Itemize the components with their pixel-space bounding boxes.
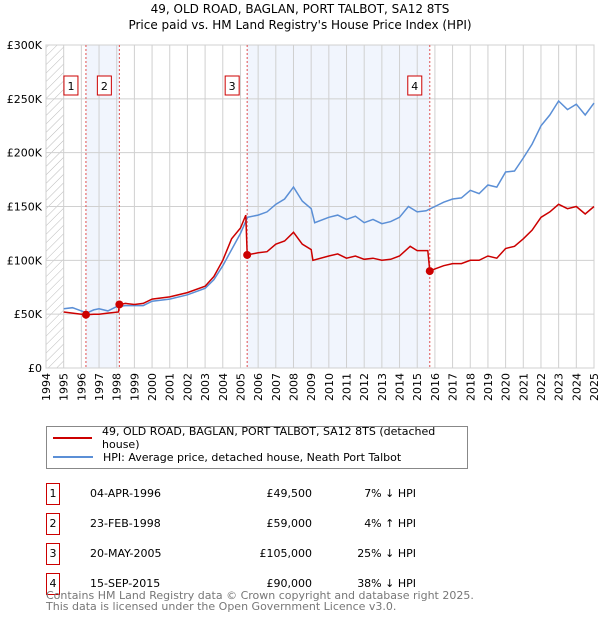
- sale-price: £90,000: [266, 577, 313, 590]
- x-tick-label: 2018: [464, 373, 477, 401]
- chart-title: 49, OLD ROAD, BAGLAN, PORT TALBOT, SA12 …: [150, 2, 450, 16]
- x-tick-label: 1994: [40, 373, 53, 401]
- sale-point: [243, 250, 252, 259]
- legend-item-property: 49, OLD ROAD, BAGLAN, PORT TALBOT, SA12 …: [53, 425, 467, 451]
- sale-hpi-diff: 25% ↓ HPI: [357, 547, 416, 560]
- y-tick-label: £150K: [7, 201, 43, 214]
- sale-date: 15-SEP-2015: [90, 577, 161, 590]
- legend-label-property: 49, OLD ROAD, BAGLAN, PORT TALBOT, SA12 …: [102, 425, 436, 451]
- x-tick-label: 2011: [341, 373, 354, 401]
- y-tick-label: £0: [28, 362, 42, 375]
- table-row: 2 23-FEB-1998 £59,000 4% ↑ HPI: [46, 513, 466, 535]
- sale-price: £105,000: [259, 547, 313, 560]
- x-tick-label: 2025: [588, 373, 600, 401]
- table-row: 3 20-MAY-2005 £105,000 25% ↓ HPI: [46, 543, 466, 565]
- sale-marker-number: 4: [46, 573, 60, 595]
- sale-date: 23-FEB-1998: [90, 517, 161, 530]
- sale-hpi-diff: 4% ↑ HPI: [364, 517, 416, 530]
- table-row: 4 15-SEP-2015 £90,000 38% ↓ HPI: [46, 573, 466, 595]
- x-tick-label: 2003: [199, 373, 212, 401]
- sale-point: [115, 300, 124, 309]
- x-tick-label: 2015: [411, 373, 424, 401]
- x-tick-label: 2013: [376, 373, 389, 401]
- x-tick-label: 2022: [535, 373, 548, 401]
- footer-copyright: Contains HM Land Registry data © Crown c…: [46, 589, 474, 602]
- sale-hpi-diff: 7% ↓ HPI: [364, 487, 416, 500]
- y-tick-label: £100K: [7, 254, 43, 267]
- y-tick-label: £250K: [7, 93, 43, 106]
- x-tick-label: 1995: [58, 373, 71, 401]
- sale-label-number: 2: [101, 80, 108, 93]
- y-tick-label: £300K: [7, 39, 43, 52]
- x-tick-label: 2012: [358, 373, 371, 401]
- x-tick-label: 2020: [500, 373, 513, 401]
- x-tick-label: 2017: [447, 373, 460, 401]
- sale-label-number: 4: [411, 80, 418, 93]
- price-chart: 1994 1995 1996 1997 1998 1999 2000 2001 2002 2003…: [7, 39, 600, 401]
- sale-label-number: 1: [67, 80, 74, 93]
- sale-date: 04-APR-1996: [90, 487, 162, 500]
- x-tick-label: 1999: [128, 373, 141, 401]
- table-row: 1 04-APR-1996 £49,500 7% ↓ HPI: [46, 483, 466, 505]
- x-tick-label: 2002: [181, 373, 194, 401]
- legend-label-hpi: HPI: Average price, detached house, Neat…: [103, 450, 402, 464]
- sale-marker-number: 1: [46, 483, 60, 505]
- x-tick-label: 2016: [429, 373, 442, 401]
- x-tick-label: 2021: [517, 373, 530, 401]
- sale-price: £59,000: [266, 517, 313, 530]
- sale-label-number: 3: [229, 80, 236, 93]
- property-series-line: [63, 203, 595, 316]
- sale-label-box: [63, 75, 79, 96]
- x-tick-label: 2007: [270, 373, 283, 401]
- blue-line-swatch: [53, 456, 93, 458]
- x-tick-label: 2023: [553, 373, 566, 401]
- x-tick-label: 1998: [111, 373, 124, 401]
- x-tick-label: 1996: [75, 373, 88, 401]
- sale-point: [425, 267, 434, 276]
- x-tick-label: 2008: [287, 373, 300, 401]
- sale-date: 20-MAY-2005: [90, 547, 162, 560]
- chart-subtitle: Price paid vs. HM Land Registry's House …: [128, 18, 472, 32]
- x-tick-label: 2019: [482, 373, 495, 401]
- x-tick-label: 2014: [394, 373, 407, 401]
- x-tick-label: 1997: [93, 373, 106, 401]
- x-tick-label: 2009: [305, 373, 318, 401]
- red-line-swatch: [53, 437, 93, 439]
- x-tick-label: 2010: [323, 373, 336, 401]
- legend-item-hpi: HPI: Average price, detached house, Neat…: [53, 448, 401, 466]
- sale-label-box: [224, 75, 240, 96]
- legend: 49, OLD ROAD, BAGLAN, PORT TALBOT, SA12 …: [46, 425, 468, 469]
- sale-marker-number: 2: [46, 513, 60, 535]
- x-tick-label: 2000: [146, 373, 159, 401]
- hpi-series-line: [63, 99, 595, 314]
- x-tick-label: 2004: [217, 373, 230, 401]
- x-tick-label: 2006: [252, 373, 265, 401]
- sale-marker-number: 3: [46, 543, 60, 565]
- y-tick-label: £50K: [14, 308, 43, 321]
- sale-label-box: [96, 75, 112, 96]
- sale-price: £49,500: [266, 487, 313, 500]
- footer-licence: This data is licensed under the Open Gov…: [46, 600, 397, 613]
- sale-point: [81, 310, 90, 319]
- sale-label-box: [407, 75, 423, 96]
- x-tick-label: 2024: [570, 373, 583, 401]
- x-tick-label: 2001: [164, 373, 177, 401]
- sale-hpi-diff: 38% ↓ HPI: [357, 577, 416, 590]
- x-tick-label: 2005: [234, 373, 247, 401]
- y-tick-label: £200K: [7, 147, 43, 160]
